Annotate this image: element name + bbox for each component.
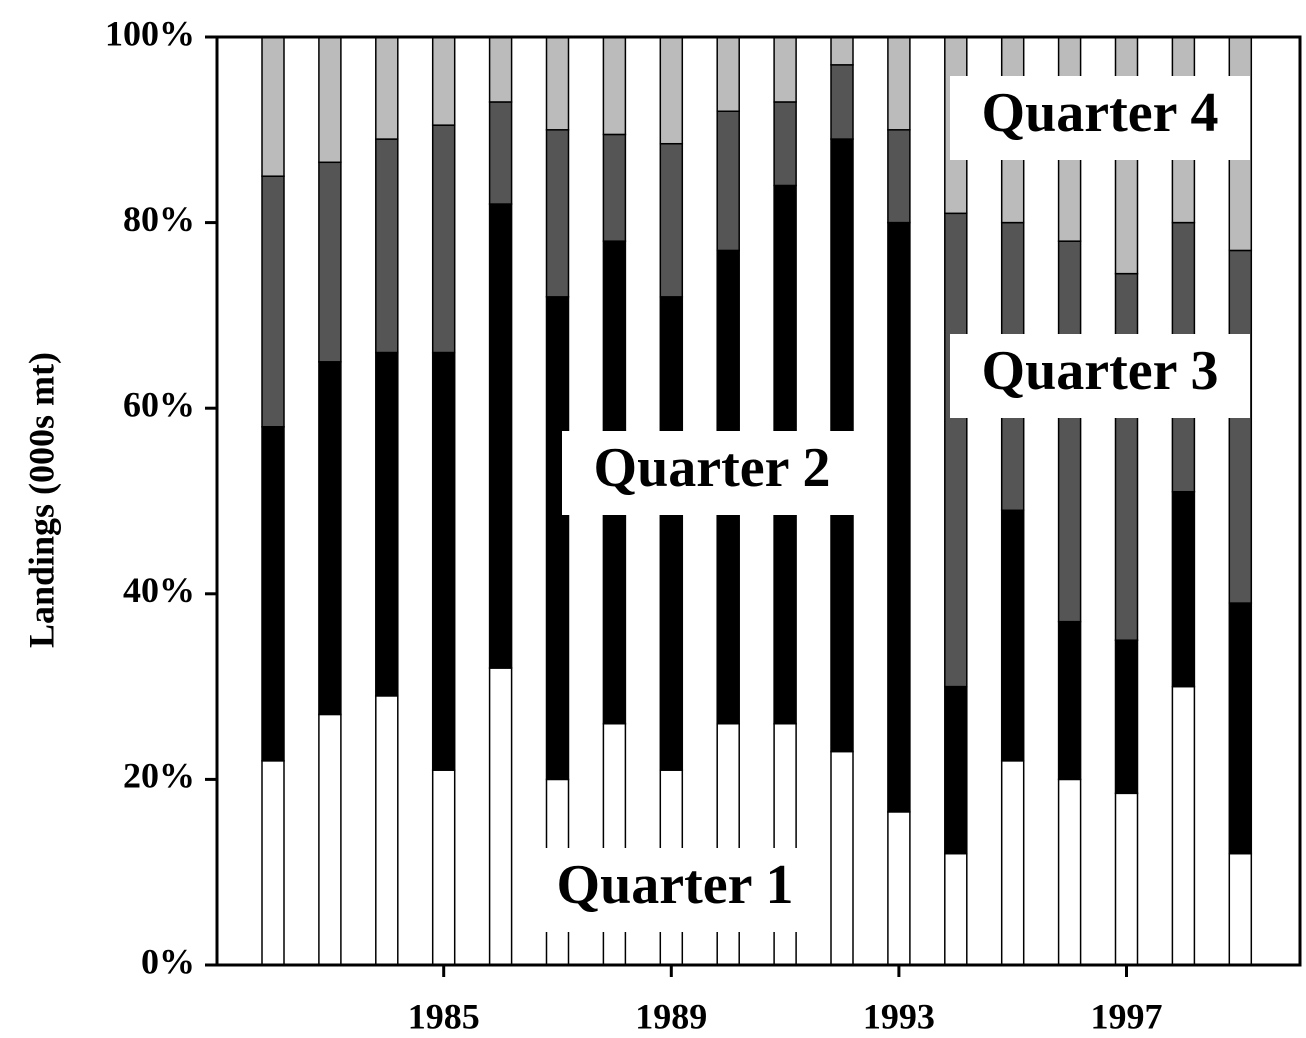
plot-frame: [215, 35, 1302, 967]
bar-segment: [375, 351, 399, 697]
bar-segment: [1000, 760, 1025, 966]
bar-segment: [944, 212, 968, 688]
bar-segment: [602, 133, 627, 242]
legend-box: [950, 76, 1250, 160]
bar-segment: [1057, 620, 1082, 781]
bar-segment: [944, 685, 968, 855]
bar-segment: [488, 101, 513, 205]
x-tick-label: 1985: [408, 996, 480, 1036]
legend-box: [562, 431, 862, 515]
bar-segment: [431, 124, 456, 354]
bar-segment: [488, 203, 513, 669]
legend-label: Quarter 4: [982, 82, 1219, 144]
bar-segment: [716, 36, 740, 112]
bar-segment: [830, 64, 854, 140]
bar-segment: [261, 760, 285, 966]
bar-segment: [318, 361, 342, 716]
bar-segment: [887, 221, 911, 813]
bar-segment: [830, 36, 854, 66]
bar-segment: [488, 36, 513, 103]
legend-box: [950, 334, 1250, 418]
bar-segment: [318, 713, 342, 966]
y-tick-label: 0%: [141, 941, 195, 981]
bar-segment: [659, 36, 684, 145]
x-tick-label: 1993: [863, 996, 935, 1036]
bar-segment: [431, 36, 456, 126]
bar-segment: [261, 175, 285, 428]
bar-segment: [261, 36, 285, 177]
bar-segment: [773, 101, 797, 187]
bar-segment: [1057, 778, 1082, 966]
bar-segment: [1228, 602, 1253, 855]
bar-segment: [1114, 792, 1139, 966]
legend-label: Quarter 1: [557, 854, 794, 916]
legend-label: Quarter 3: [982, 340, 1219, 402]
bar-segment: [1228, 852, 1253, 966]
x-tick-label: 1997: [1091, 996, 1163, 1036]
legend-box: [525, 848, 825, 932]
bar-segment: [1114, 272, 1139, 641]
bar-segment: [375, 695, 399, 966]
bar-segment: [887, 36, 911, 131]
bar-segment: [431, 769, 456, 966]
bar-segment: [887, 129, 911, 224]
y-tick-label: 40%: [123, 570, 195, 610]
bar-segment: [659, 296, 684, 771]
bar-segment: [1057, 240, 1082, 623]
bar-segment: [431, 351, 456, 771]
bar-segment: [1171, 685, 1196, 966]
bar-segment: [375, 138, 399, 354]
y-tick-label: 20%: [123, 756, 195, 796]
bar-segment: [602, 36, 627, 136]
bar-segment: [830, 750, 854, 966]
bar-segment: [659, 142, 684, 298]
bar-segment: [545, 296, 570, 781]
bar-segment: [944, 852, 968, 966]
bar-segment: [1114, 639, 1139, 795]
bar-segment: [375, 36, 399, 140]
y-axis-label: Landings (000s mt): [21, 352, 61, 648]
bar-segment: [545, 129, 570, 298]
bar-segment: [773, 36, 797, 103]
bar-segment: [1171, 490, 1196, 688]
bar-segment: [1228, 249, 1253, 604]
bar-segment: [716, 110, 740, 252]
bar-segment: [1000, 509, 1025, 762]
y-tick-label: 60%: [123, 384, 195, 424]
bar-segment: [318, 36, 342, 164]
y-tick-label: 100%: [105, 13, 195, 53]
x-tick-label: 1989: [635, 996, 707, 1036]
y-tick-label: 80%: [123, 199, 195, 239]
legend-label: Quarter 2: [594, 437, 831, 499]
bar-segment: [318, 161, 342, 363]
bar-segment: [887, 811, 911, 966]
bar-segment: [261, 426, 285, 762]
bar-segment: [488, 667, 513, 966]
bar-segment: [545, 36, 570, 131]
